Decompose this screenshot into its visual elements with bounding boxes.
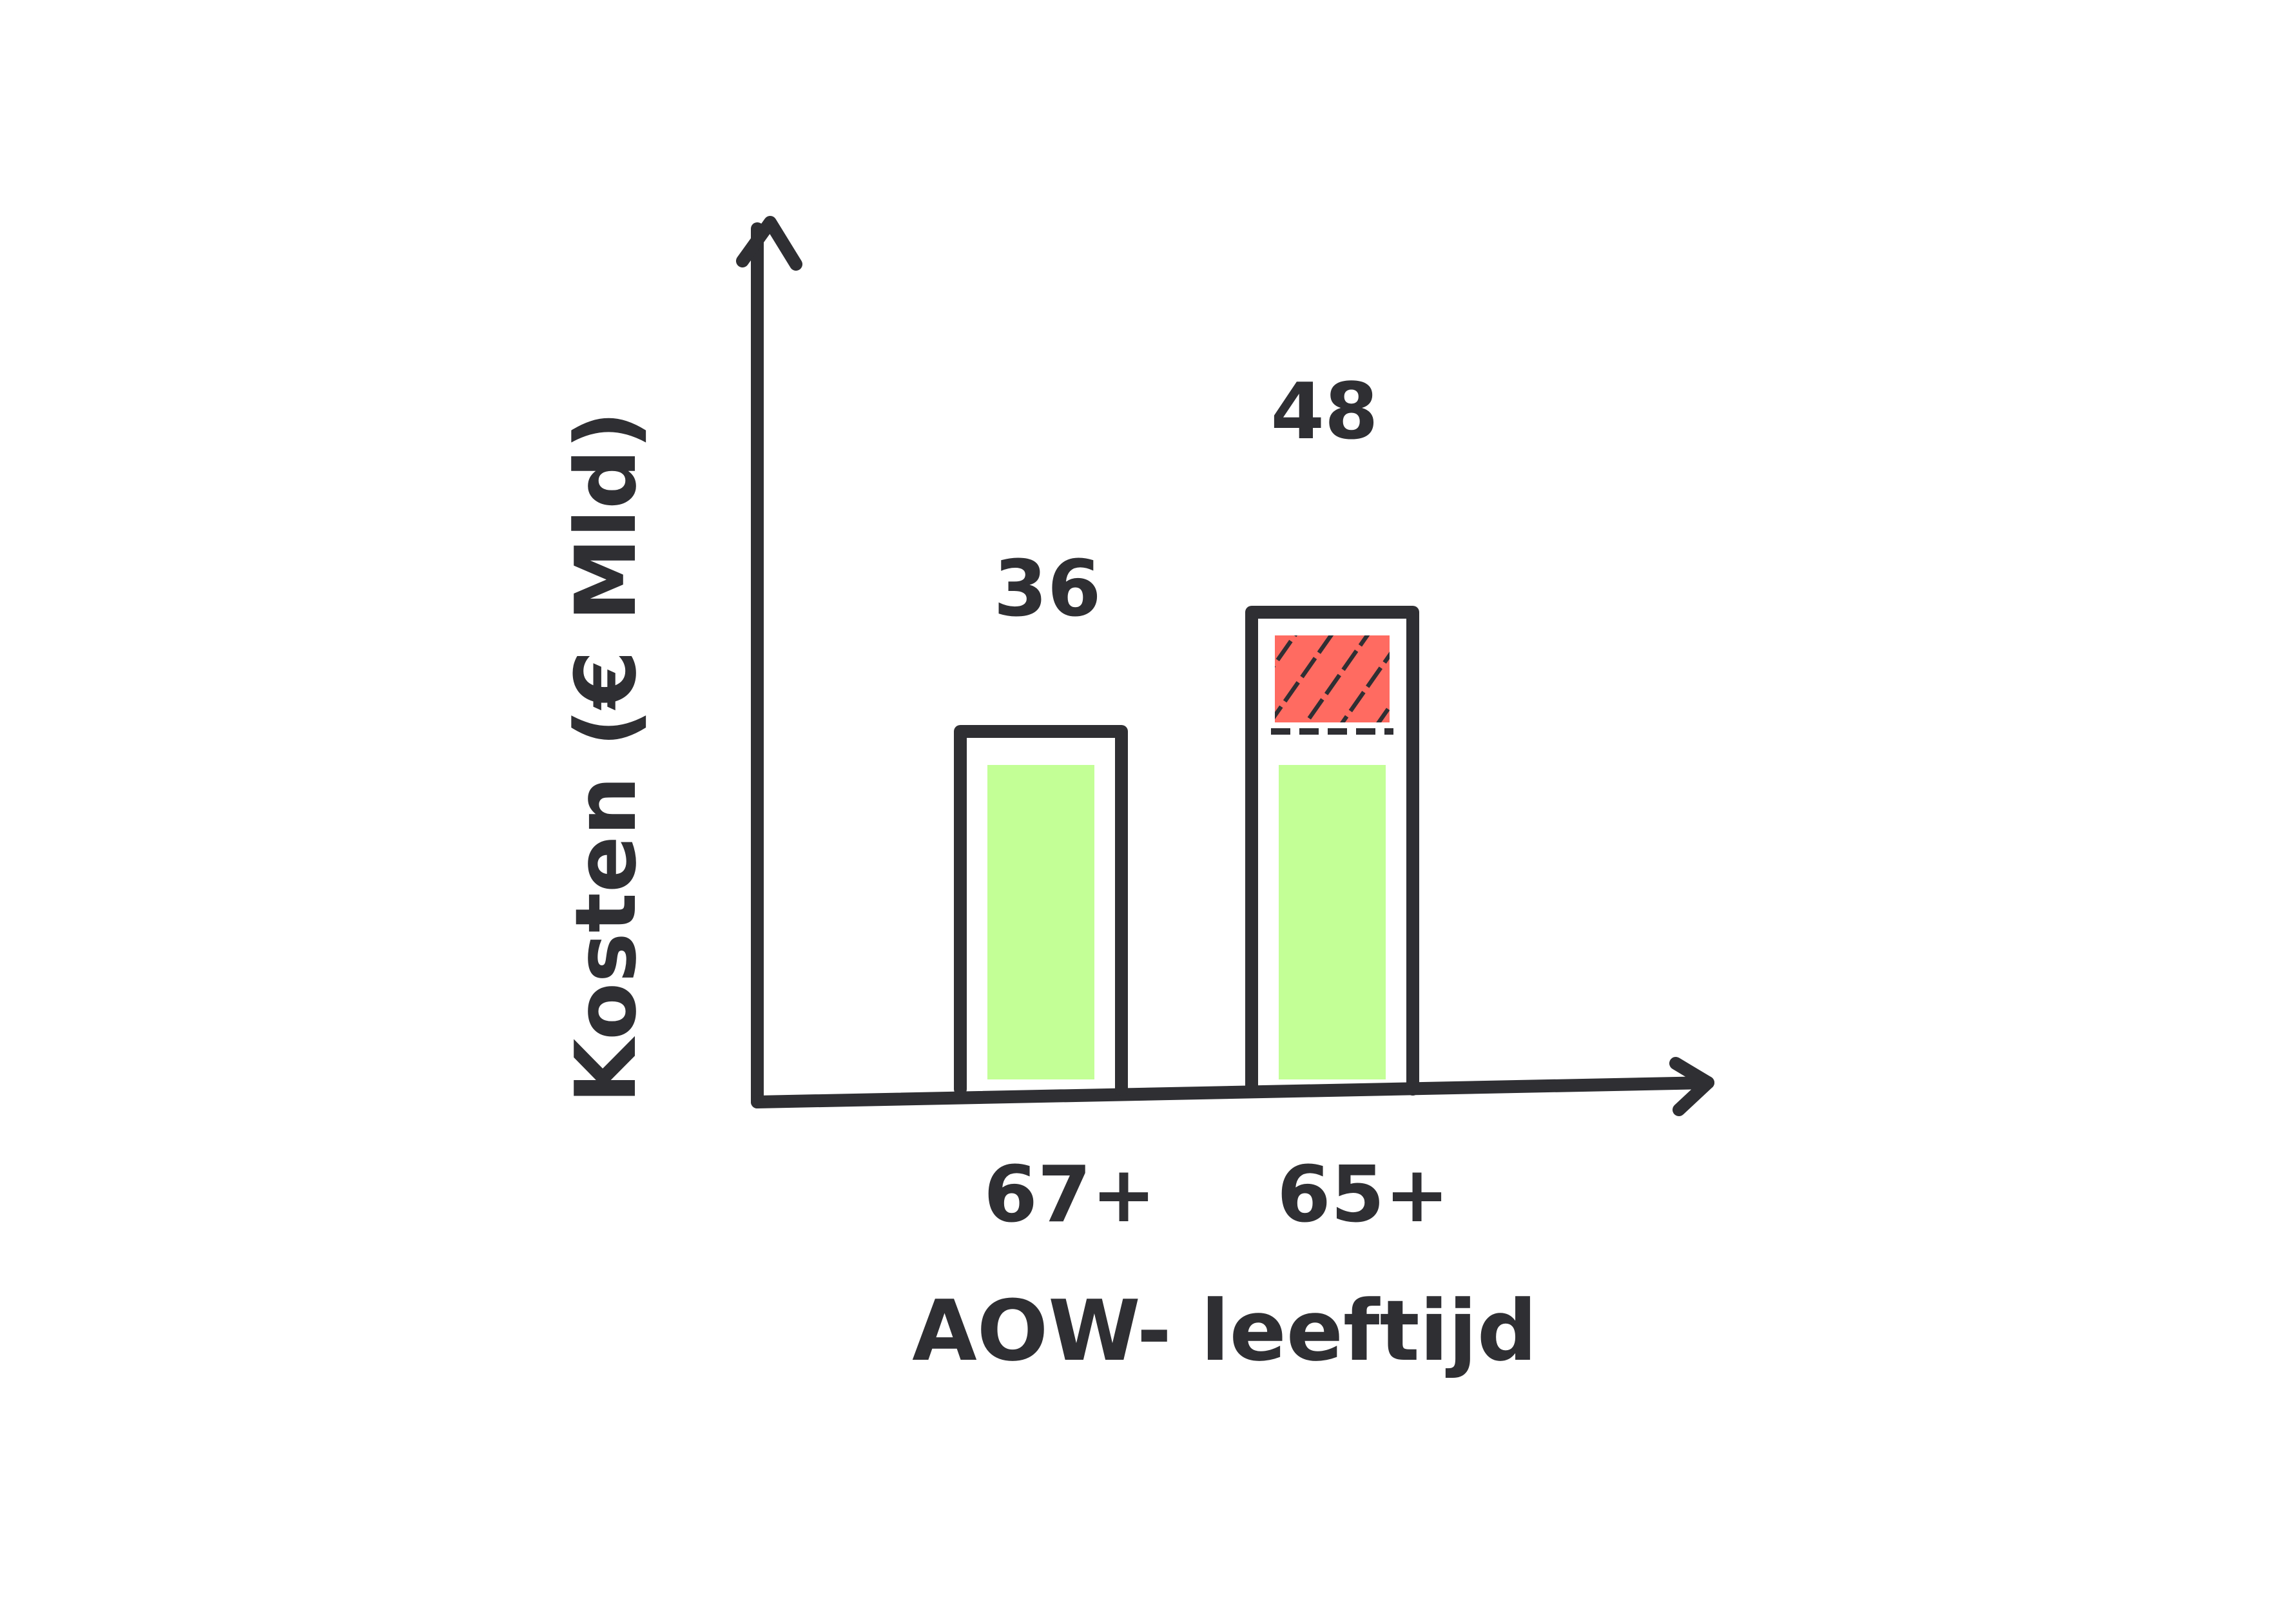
bar-fill-65 [1279,765,1386,1079]
bars [954,606,1419,1096]
bar-fill-67 [987,765,1094,1079]
bar-extra-hatch-65 [1275,635,1390,722]
axes [736,216,1714,1116]
x-axis-arrowhead [1669,1057,1714,1116]
x-axis [751,1076,1714,1108]
y-axis-label: Kosten (€ Mld) [557,411,655,1104]
x-tick-label-65: 65+ [1277,1150,1450,1240]
data-label-65: 48 [1271,367,1379,457]
data-label-67: 36 [994,545,1101,634]
bar-65 [1245,606,1419,1096]
x-axis-label: AOW- leeftijd [912,1282,1537,1380]
x-tick-label-67: 67+ [984,1150,1156,1240]
bar-67 [954,725,1128,1096]
y-axis-arrowhead [736,216,802,271]
